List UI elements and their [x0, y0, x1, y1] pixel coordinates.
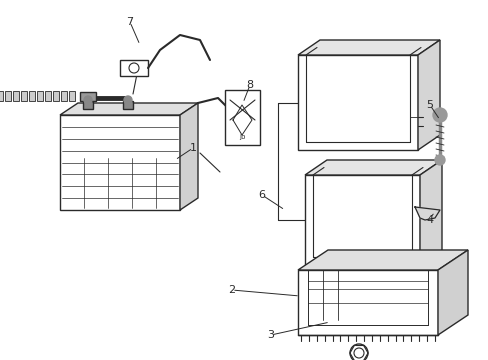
Circle shape: [432, 108, 446, 122]
Polygon shape: [5, 91, 11, 101]
Text: 3: 3: [267, 330, 274, 340]
Polygon shape: [61, 91, 67, 101]
Polygon shape: [419, 160, 441, 265]
Polygon shape: [29, 91, 35, 101]
Polygon shape: [83, 101, 93, 109]
Polygon shape: [37, 91, 43, 101]
Polygon shape: [60, 103, 198, 115]
Polygon shape: [417, 40, 439, 150]
Polygon shape: [123, 101, 133, 109]
Polygon shape: [60, 115, 180, 210]
Polygon shape: [0, 91, 3, 101]
Text: 2: 2: [228, 285, 235, 295]
Text: 1: 1: [189, 143, 196, 153]
Polygon shape: [180, 103, 198, 210]
Polygon shape: [297, 55, 417, 150]
Circle shape: [84, 96, 92, 104]
Text: 4: 4: [426, 215, 433, 225]
Text: 7: 7: [126, 17, 133, 27]
Polygon shape: [414, 207, 439, 220]
Polygon shape: [305, 175, 419, 265]
Polygon shape: [224, 90, 260, 145]
Polygon shape: [297, 40, 439, 55]
Circle shape: [124, 96, 132, 104]
Polygon shape: [69, 91, 75, 101]
Polygon shape: [437, 250, 467, 335]
Polygon shape: [13, 91, 19, 101]
Text: 5: 5: [426, 100, 433, 110]
Polygon shape: [45, 91, 51, 101]
Circle shape: [434, 155, 444, 165]
Text: 6: 6: [258, 190, 265, 200]
Polygon shape: [305, 160, 441, 175]
Text: jb: jb: [238, 134, 244, 140]
Polygon shape: [120, 60, 148, 76]
Polygon shape: [297, 250, 467, 270]
Polygon shape: [80, 92, 96, 101]
Polygon shape: [21, 91, 27, 101]
Text: 8: 8: [246, 80, 253, 90]
Polygon shape: [297, 270, 437, 335]
Polygon shape: [53, 91, 59, 101]
